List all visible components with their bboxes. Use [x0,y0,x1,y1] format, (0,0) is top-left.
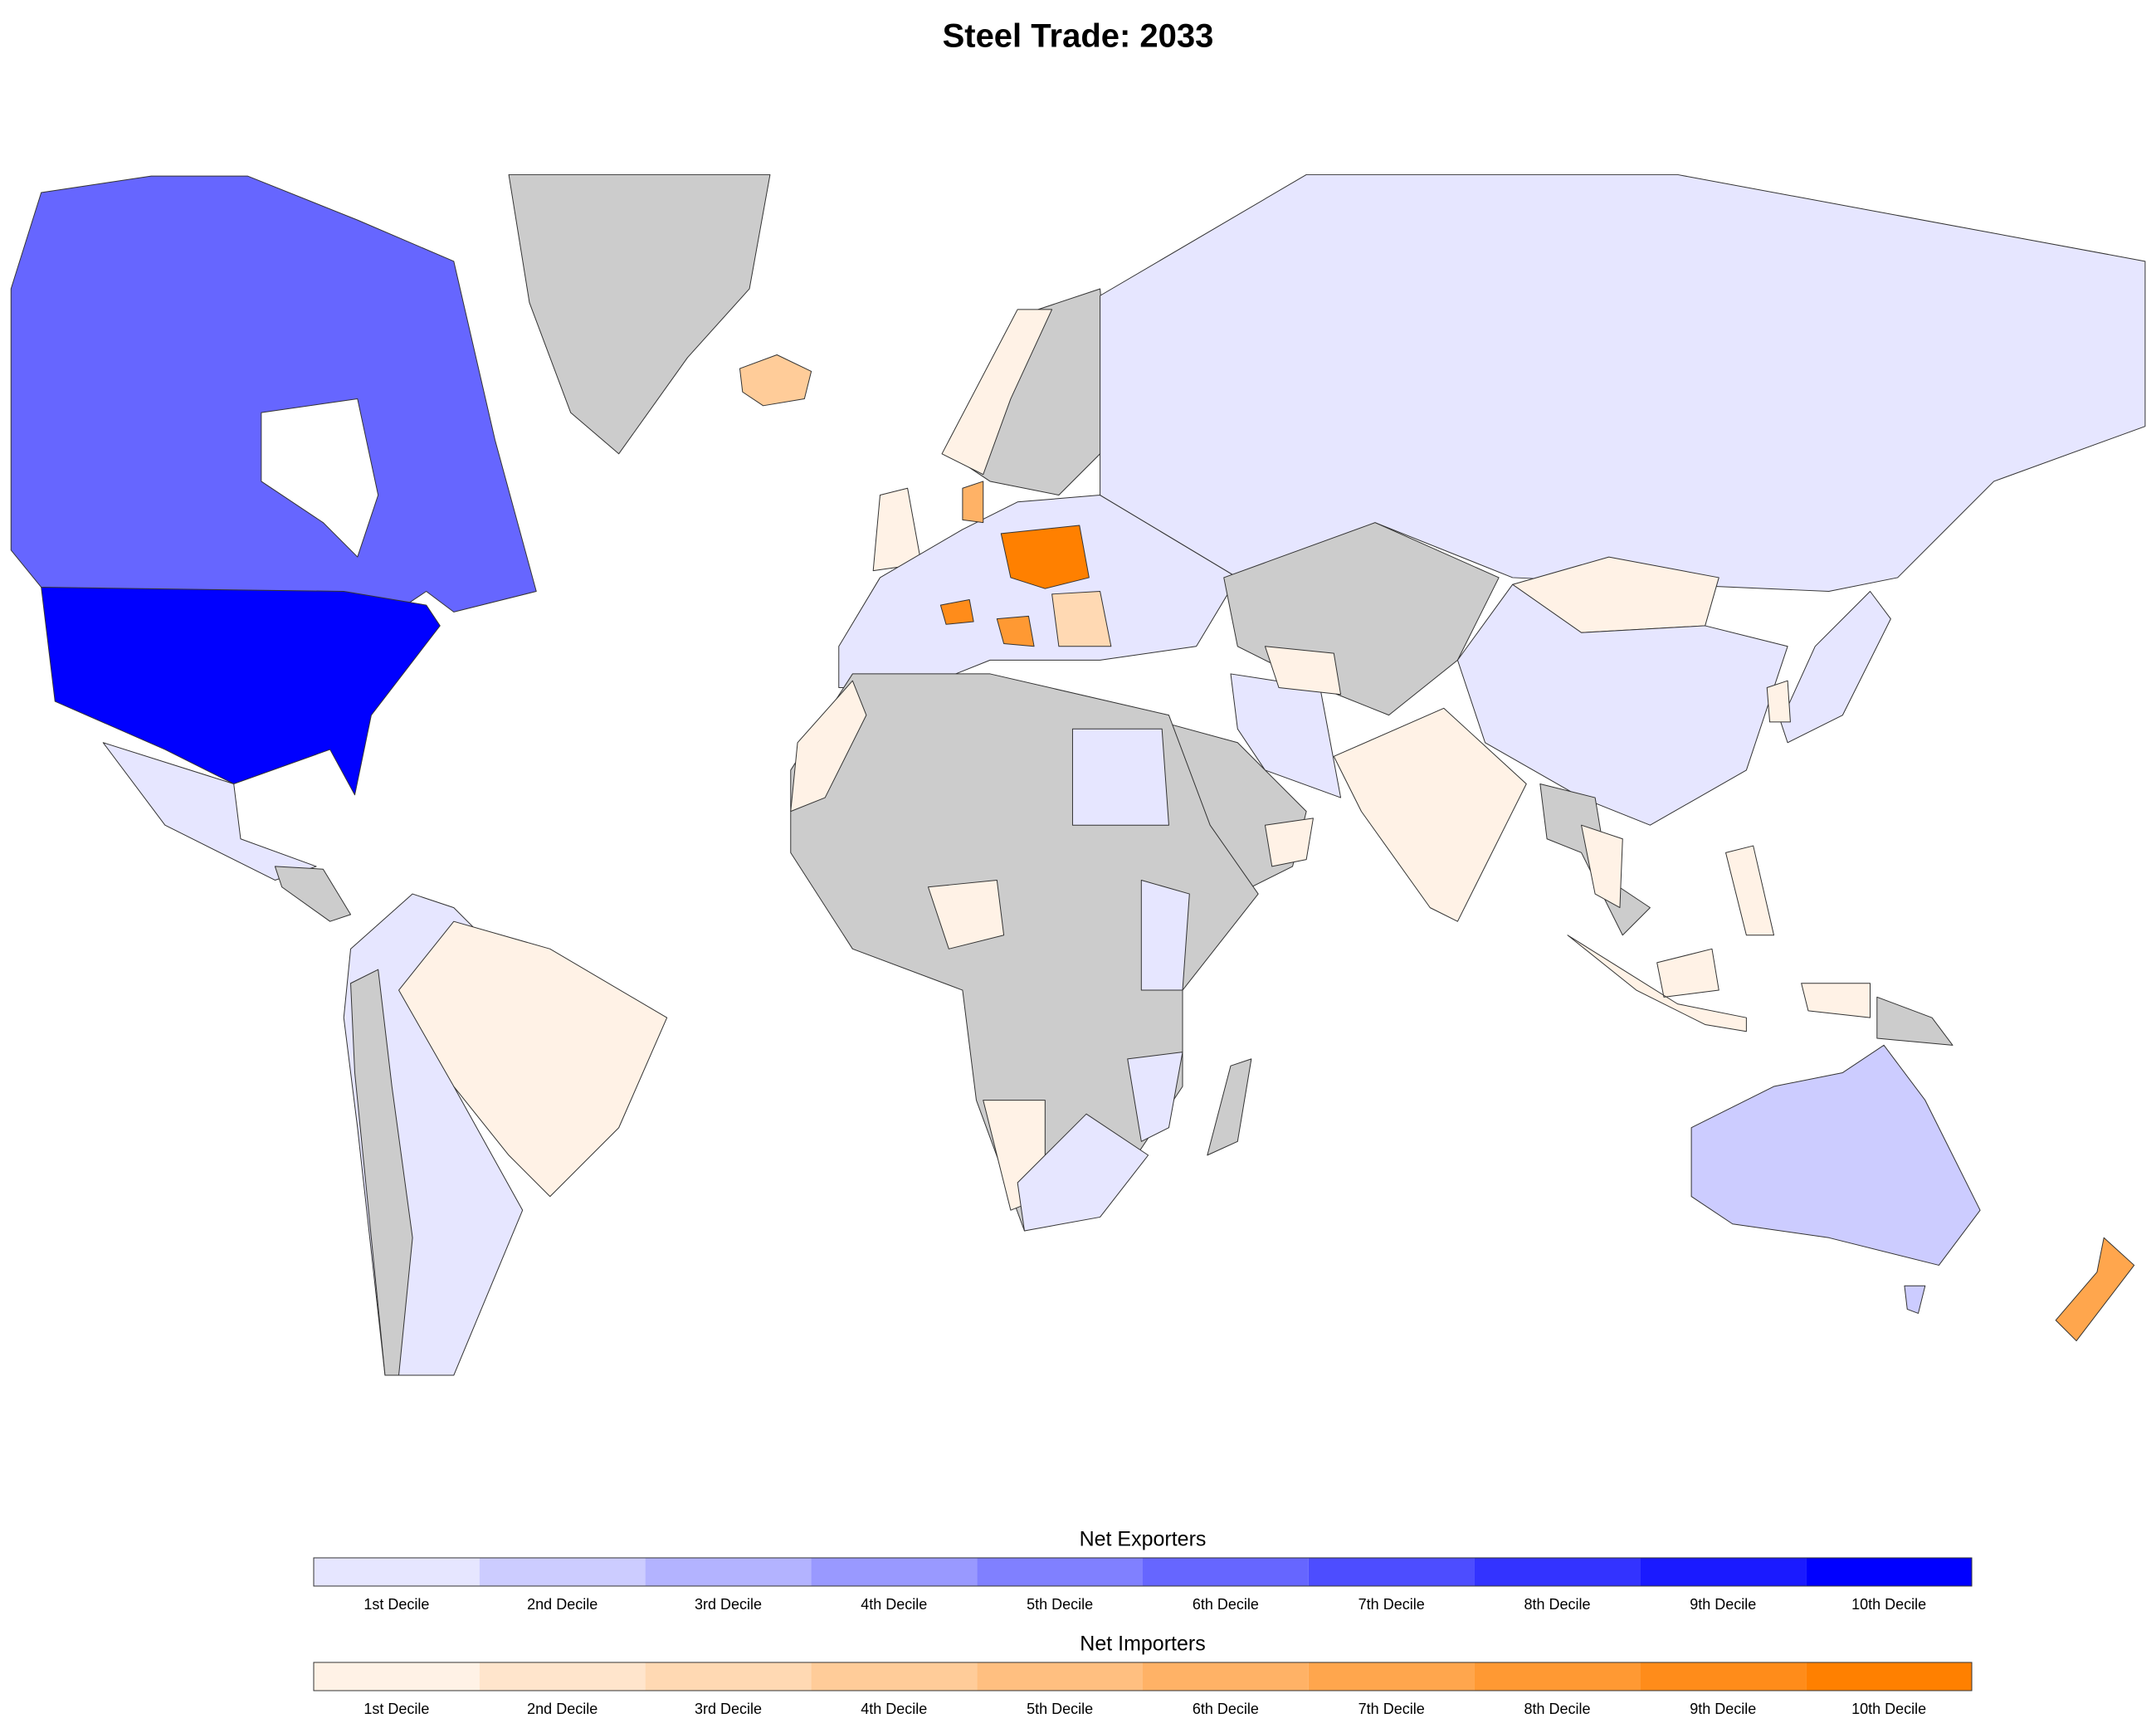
denmark [962,481,984,524]
legend-swatch [1474,1558,1641,1586]
legend-title: Net Importers [1080,1633,1205,1656]
legend-label: 6th Decile [1193,1596,1259,1613]
indonesia [1567,935,1871,1032]
legend-label: 5th Decile [1027,1701,1093,1717]
maghreb [790,680,867,813]
legend-swatch [811,1558,978,1586]
legend-border [313,1557,1973,1587]
usa [41,587,441,796]
switzerland [939,598,974,625]
legend-swatch [314,1662,480,1691]
png [1876,996,1954,1046]
australia [1690,1044,1981,1314]
legend-swatch [1143,1662,1309,1691]
mexico [102,742,317,881]
new-zealand [2055,1237,2135,1342]
east-africa [1140,879,1190,991]
legend-label: 10th Decile [1851,1701,1926,1717]
iceland [739,354,812,407]
legend-swatch [479,1662,646,1691]
middle-east [1264,646,1342,696]
legends: Net Exporters 1st Decile 2nd Decile 3rd Dec… [313,1528,1973,1717]
balkans [996,615,1035,647]
nigeria [927,879,1005,949]
legend-label: 8th Decile [1524,1701,1590,1717]
russia [1100,173,2146,593]
india [1333,707,1527,922]
philippines [1725,845,1775,936]
legend-label: 6th Decile [1193,1701,1259,1717]
andes [350,969,413,1376]
legend-label: 4th Decile [861,1701,927,1717]
legend-label: 8th Decile [1524,1596,1590,1613]
central-america [274,866,352,922]
legend-swatch [1308,1558,1475,1586]
legend-label: 7th Decile [1358,1701,1425,1717]
legend-label: 1st Decile [363,1701,429,1717]
madagascar [1207,1058,1252,1156]
legend-swatch [1640,1662,1807,1691]
legend-swatch [811,1662,978,1691]
legend-swatch [1143,1558,1309,1586]
poland [1000,525,1090,589]
legend-swatch [1474,1662,1641,1691]
thailand [1581,824,1623,909]
legend-swatch [1640,1558,1807,1586]
legend-label: 2nd Decile [527,1596,598,1613]
southern-africa [1017,1052,1183,1232]
japan [1780,591,1891,744]
greenland [508,173,771,455]
legend-swatch [479,1558,646,1586]
china [1456,583,1788,826]
legend-swatch [1806,1558,1972,1586]
legend-swatch [1308,1662,1475,1691]
legend-label: 5th Decile [1027,1596,1093,1613]
hudson-bay [261,398,379,558]
legend-label: 2nd Decile [527,1701,598,1717]
brazil [398,920,668,1198]
legend-label: 7th Decile [1358,1596,1425,1613]
legend-label: 1st Decile [363,1596,429,1613]
legend-title: Net Exporters [1080,1528,1207,1551]
korea [1766,680,1791,723]
world-map [10,173,2146,1376]
legend-label: 9th Decile [1690,1596,1756,1613]
legend-swatch [314,1558,480,1586]
legend-label: 4th Decile [861,1596,927,1613]
norway [941,309,1053,476]
egypt [1071,728,1169,826]
legend-swatch [645,1558,812,1586]
legend-swatch [645,1662,812,1691]
legend-border [313,1662,1973,1691]
map-title: Steel Trade: 2033 [943,18,1214,55]
legend-label: 10th Decile [1851,1596,1926,1613]
legend-label: 3rd Decile [695,1596,762,1613]
oman [1264,818,1314,867]
legend-swatch [1806,1662,1972,1691]
legend-label: 3rd Decile [695,1701,762,1717]
legend-swatch [977,1662,1143,1691]
legend-swatch [977,1558,1143,1586]
legend-label: 9th Decile [1690,1701,1756,1717]
romania [1051,591,1112,647]
